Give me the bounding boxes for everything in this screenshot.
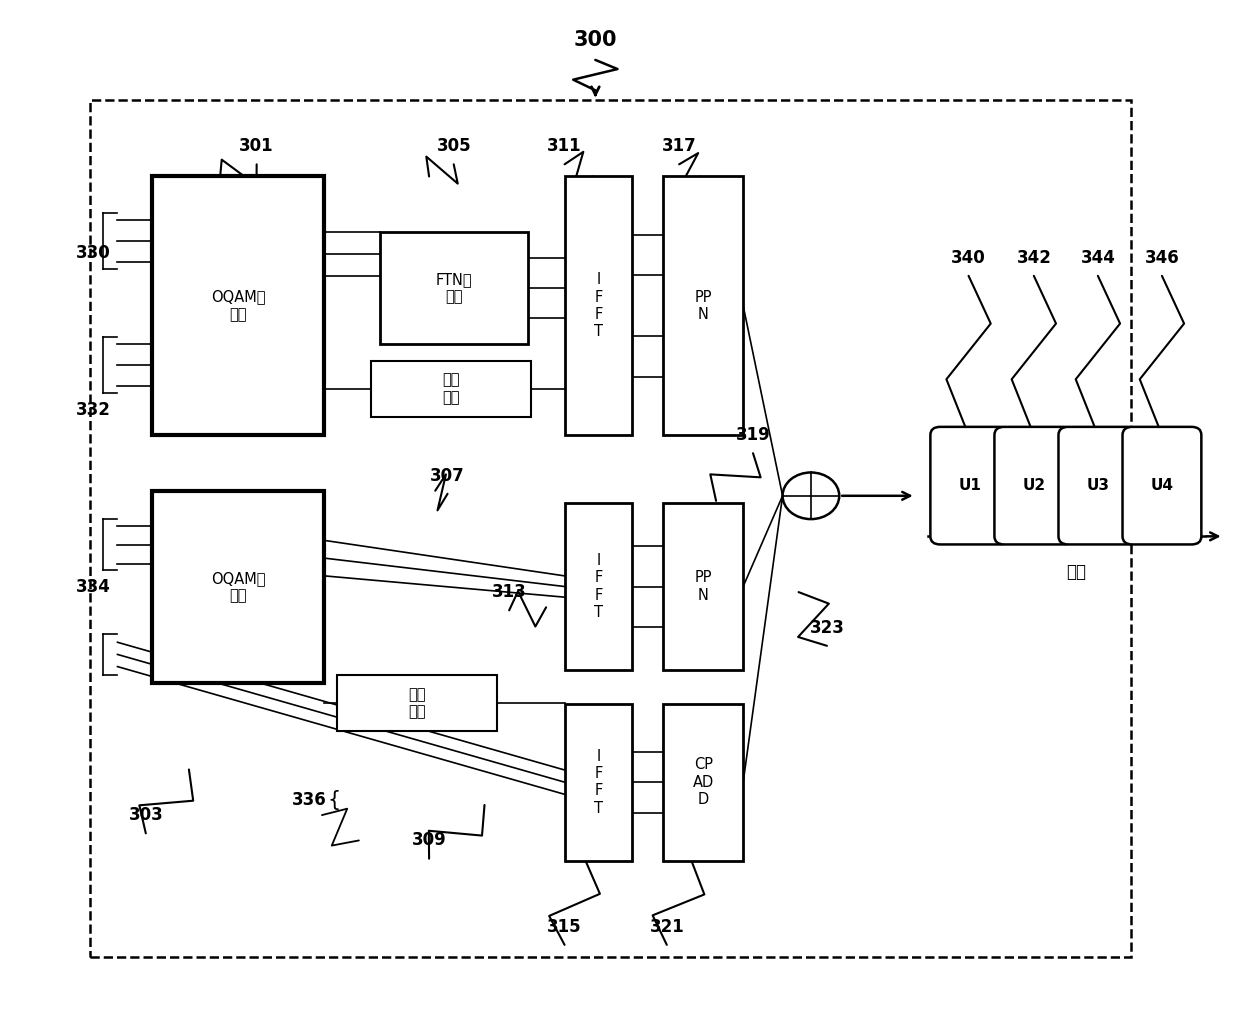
Text: 保护
频带: 保护 频带 <box>408 687 425 719</box>
FancyBboxPatch shape <box>153 491 325 684</box>
Text: U1: U1 <box>959 478 981 494</box>
Text: 346: 346 <box>1145 248 1179 267</box>
Text: 311: 311 <box>547 137 582 155</box>
Text: 321: 321 <box>650 918 684 935</box>
Text: 344: 344 <box>1080 248 1115 267</box>
FancyBboxPatch shape <box>379 232 528 343</box>
FancyBboxPatch shape <box>564 703 632 861</box>
Text: 301: 301 <box>239 137 274 155</box>
Text: 309: 309 <box>412 832 446 849</box>
Text: FTN映
射器: FTN映 射器 <box>435 272 472 305</box>
Text: U2: U2 <box>1022 478 1045 494</box>
Text: 323: 323 <box>810 618 844 637</box>
Text: U4: U4 <box>1151 478 1173 494</box>
Text: 317: 317 <box>662 137 697 155</box>
FancyBboxPatch shape <box>564 503 632 670</box>
FancyBboxPatch shape <box>663 503 743 670</box>
FancyBboxPatch shape <box>663 703 743 861</box>
Text: 342: 342 <box>1017 248 1052 267</box>
Text: CP
AD
D: CP AD D <box>692 757 714 807</box>
Text: PP
N: PP N <box>694 289 712 322</box>
Text: 保护
频带: 保护 频带 <box>443 373 460 405</box>
Text: 303: 303 <box>129 806 164 824</box>
Text: 334: 334 <box>76 578 110 596</box>
Text: 313: 313 <box>492 584 527 601</box>
FancyBboxPatch shape <box>663 177 743 435</box>
Text: 319: 319 <box>735 426 770 444</box>
Text: 315: 315 <box>547 918 582 935</box>
FancyBboxPatch shape <box>371 361 531 417</box>
Text: 频率: 频率 <box>1065 563 1086 580</box>
Text: I
F
F
T: I F F T <box>594 553 603 620</box>
FancyBboxPatch shape <box>564 177 632 435</box>
FancyBboxPatch shape <box>994 427 1074 545</box>
FancyBboxPatch shape <box>1122 427 1202 545</box>
Text: I
F
F
T: I F F T <box>594 748 603 816</box>
Text: 332: 332 <box>76 401 110 419</box>
Text: OQAM映
射器: OQAM映 射器 <box>211 289 265 322</box>
Text: 330: 330 <box>76 243 110 262</box>
FancyBboxPatch shape <box>1059 427 1137 545</box>
Text: PP
N: PP N <box>694 570 712 603</box>
FancyBboxPatch shape <box>153 177 325 435</box>
Text: 307: 307 <box>430 466 465 484</box>
Text: OQAM映
射器: OQAM映 射器 <box>211 571 265 603</box>
Text: I
F
F
T: I F F T <box>594 272 603 339</box>
Text: U3: U3 <box>1086 478 1110 494</box>
FancyBboxPatch shape <box>337 676 497 731</box>
Text: 336: 336 <box>293 791 327 808</box>
Text: 305: 305 <box>436 137 471 155</box>
Text: {: { <box>327 790 341 809</box>
Text: 300: 300 <box>574 30 618 50</box>
Text: 340: 340 <box>951 248 986 267</box>
FancyBboxPatch shape <box>930 427 1009 545</box>
